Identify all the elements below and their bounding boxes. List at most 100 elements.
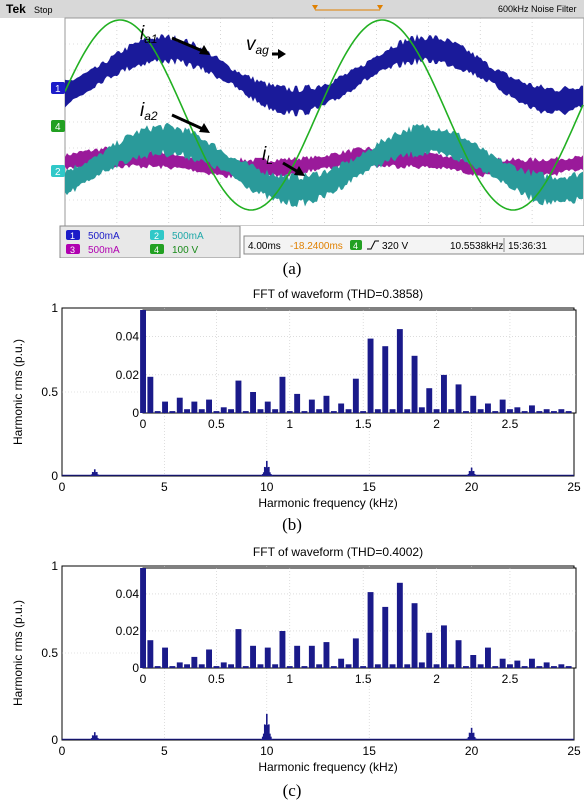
inset-bar-c [389,664,396,668]
trigger-slope-icon [367,240,379,250]
svg-text:500mA: 500mA [88,245,120,256]
trigger-level-readout: 320 V [382,241,408,252]
inset-bar-b [441,374,447,413]
inset-bar-b [396,329,403,413]
inset-bar-b [463,411,469,413]
inset-bar-b [536,411,543,413]
inset-bar-b [191,401,198,413]
caption-c: (c) [282,781,302,800]
svg-text:1: 1 [70,231,75,241]
inset-bar-b [521,411,528,413]
svg-text:2: 2 [154,231,159,241]
channel-1-marker: 1 [51,82,65,95]
inset-bar-c [169,666,176,668]
inset-bar-c [294,645,301,668]
caption-b: (b) [282,515,302,534]
inset-bar-c [463,666,469,668]
inset-bar-b [213,411,220,413]
clock-readout: 15:36:31 [508,241,547,252]
inset-x-tick-label: 1.5 [355,417,372,431]
x-axis-label-b: Harmonic frequency (kHz) [258,496,397,510]
inset-x-tick-label: 1 [286,672,293,686]
inset-bar-c [220,662,227,668]
inset-bar-c [396,582,403,668]
inset-bar-b [411,355,418,413]
inset-bar-c [154,666,161,668]
x-tick-label: 25 [567,744,581,758]
waveforms [64,19,584,211]
inset-bar-b [477,409,484,413]
chart-title-c: FFT of waveform (THD=0.4002) [253,545,423,559]
fft-plot-c: FFT of waveform (THD=0.4002)0 5 10 15 20 2500… [11,545,581,774]
inset-bar-c [338,658,345,668]
channel-2-marker: 2 [51,165,65,178]
inset-bar-b [418,407,425,413]
inset-bar-c [250,645,256,668]
readout-ch2: 2 500mA [150,230,204,242]
svg-text:500mA: 500mA [88,231,120,242]
label-iL: iL [262,144,273,167]
svg-text:500mA: 500mA [172,231,204,242]
inset-bar-b [272,409,279,413]
inset-x-tick-label: 1.5 [355,672,372,686]
scope-status-bar [0,0,584,18]
inset-bar-b [374,409,381,413]
inset-bar-b [352,378,359,413]
inset-bar-c [499,658,506,668]
inset-bar-c [448,664,455,668]
inset-y-tick-label: 0.04 [116,587,140,601]
chart-title-b: FFT of waveform (THD=0.3858) [253,287,423,301]
waveform-vag [64,19,584,211]
inset-bar-b [470,395,477,413]
inset-bar-c [272,664,279,668]
spectrum-bar-c-2 [470,727,473,740]
inset-bar-c [345,664,352,668]
waveform-il [65,145,583,181]
inset-bar-b [147,376,154,413]
inset-bar-b [323,395,330,413]
svg-text:ia1: ia1 [140,23,158,46]
spectrum-bar-b-1 [262,472,265,476]
inset-bar-c [235,629,242,668]
svg-text:4: 4 [154,245,159,255]
spectrum-bar-b-1 [260,475,263,476]
inset-bar-b [485,403,491,413]
readout-ch1: 1 500mA [66,230,120,242]
inset-bar-b [426,388,433,413]
spectrum-bar-b-1 [263,466,266,476]
inset-bar-b [565,411,572,413]
spectrum-bar-c-1 [264,724,267,740]
inset-y-tick-label: 0.02 [116,368,140,382]
inset-bar-c [374,664,381,668]
inset-bar-b [235,380,242,413]
x-tick-label: 5 [161,480,168,494]
inset-bar-b [433,409,440,413]
inset-bar-b [551,411,557,413]
scope-status: Stop [34,5,53,15]
x-tick-label: 10 [260,480,274,494]
spectrum-bar-b-2 [469,471,472,476]
inset-bar-b [360,411,367,413]
inset-y-tick-label: 0.02 [116,624,140,638]
x-tick-label: 25 [567,480,581,494]
inset-x-tick-label: 0.5 [208,417,225,431]
inset-bar-c [558,664,565,668]
inset-bar-c [367,592,374,668]
inset-bar-b [198,409,205,413]
inset-bar-c [360,666,367,668]
inset-x-tick-label: 2 [433,672,440,686]
inset-bar-b [176,397,183,413]
x-tick-label: 20 [465,744,479,758]
channel-4-marker: 4 [51,120,65,133]
scope-filter-label: 600kHz Noise Filter [498,4,577,14]
spectrum-bar-b-2 [471,471,474,476]
label-ia2: ia2 [140,100,158,123]
inset-bar-c [206,649,212,668]
inset-bar-c [477,664,484,668]
svg-text:3: 3 [70,245,75,255]
oscilloscope-screen: Tek Stop 600kHz Noise Filter 1 4 2 ia1 v… [0,0,584,259]
inset-bar-b [543,409,550,413]
inset-bar-c [279,631,286,668]
inset-bar-b [507,409,513,413]
inset-y-tick-label: 0.04 [116,330,140,344]
